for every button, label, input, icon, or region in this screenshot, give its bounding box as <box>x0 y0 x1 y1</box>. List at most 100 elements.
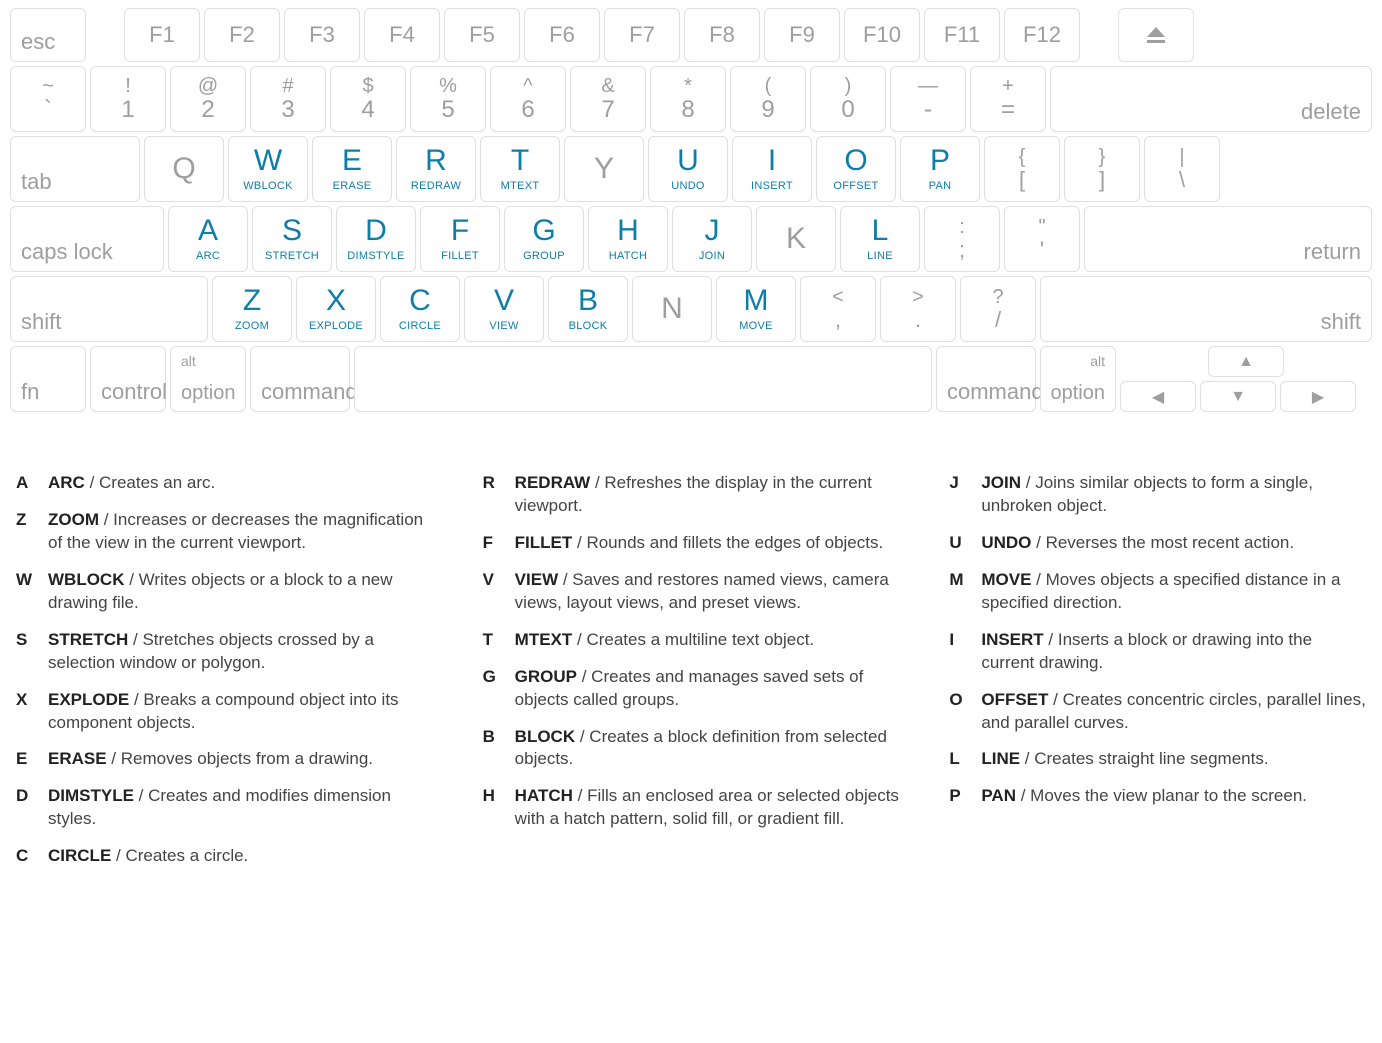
key-j: JJOIN <box>672 206 752 272</box>
key-c: CCIRCLE <box>380 276 460 342</box>
legend-column-3: JJOIN / Joins similar objects to form a … <box>949 472 1366 868</box>
key-2: @2 <box>170 66 246 132</box>
key-punct: |\ <box>1144 136 1220 202</box>
key-9: (9 <box>730 66 806 132</box>
legend-item-r: RREDRAW / Refreshes the display in the c… <box>483 472 900 518</box>
row-bottom: fn control alt option command command al… <box>10 346 1372 412</box>
legend-item-b: BBLOCK / Creates a block definition from… <box>483 726 900 772</box>
key-space <box>354 346 932 412</box>
legend-item-p: PPAN / Moves the view planar to the scre… <box>949 785 1366 808</box>
key-7: &7 <box>570 66 646 132</box>
key-f2: F2 <box>204 8 280 62</box>
key-f4: F4 <box>364 8 440 62</box>
key-capslock: caps lock <box>10 206 164 272</box>
key-t: TMTEXT <box>480 136 560 202</box>
key-command-left: command <box>250 346 350 412</box>
key-y: Y <box>564 136 644 202</box>
key-6: ^6 <box>490 66 566 132</box>
keyboard: esc F1F2F3F4F5F6F7F8F9F10F11F12 ~ ` !1@2… <box>10 8 1372 412</box>
key-f10: F10 <box>844 8 920 62</box>
legend-item-t: TMTEXT / Creates a multiline text object… <box>483 629 900 652</box>
legend-column-2: RREDRAW / Refreshes the display in the c… <box>483 472 900 868</box>
legend-item-j: JJOIN / Joins similar objects to form a … <box>949 472 1366 518</box>
key-5: %5 <box>410 66 486 132</box>
key-f5: F5 <box>444 8 520 62</box>
key-1: !1 <box>90 66 166 132</box>
row-z: shift ZZOOMXEXPLODECCIRCLEVVIEWBBLOCKNMM… <box>10 276 1372 342</box>
key-control: control <box>90 346 166 412</box>
key-shift-left: shift <box>10 276 208 342</box>
key-h: HHATCH <box>588 206 668 272</box>
key-punct: "' <box>1004 206 1080 272</box>
key-u: UUNDO <box>648 136 728 202</box>
legend-column-1: AARC / Creates an arc.ZZOOM / Increases … <box>16 472 433 868</box>
legend-item-s: SSTRETCH / Stretches objects crossed by … <box>16 629 433 675</box>
key-e: EERASE <box>312 136 392 202</box>
key-tab: tab <box>10 136 140 202</box>
legend-item-e: EERASE / Removes objects from a drawing. <box>16 748 433 771</box>
key-w: WWBLOCK <box>228 136 308 202</box>
key-f7: F7 <box>604 8 680 62</box>
key-esc: esc <box>10 8 86 62</box>
legend-item-d: DDIMSTYLE / Creates and modifies dimensi… <box>16 785 433 831</box>
key-a: AARC <box>168 206 248 272</box>
key-tilde: ~ ` <box>10 66 86 132</box>
legend-item-i: IINSERT / Inserts a block or drawing int… <box>949 629 1366 675</box>
key-b: BBLOCK <box>548 276 628 342</box>
legend-item-x: XEXPLODE / Breaks a compound object into… <box>16 689 433 735</box>
legend: AARC / Creates an arc.ZZOOM / Increases … <box>10 472 1372 868</box>
key-0: )0 <box>810 66 886 132</box>
legend-item-f: FFILLET / Rounds and fillets the edges o… <box>483 532 900 555</box>
legend-item-c: CCIRCLE / Creates a circle. <box>16 845 433 868</box>
eject-icon <box>1147 27 1165 37</box>
key-d: DDIMSTYLE <box>336 206 416 272</box>
legend-item-h: HHATCH / Fills an enclosed area or selec… <box>483 785 900 831</box>
key-v: VVIEW <box>464 276 544 342</box>
key-fn: fn <box>10 346 86 412</box>
key-p: PPAN <box>900 136 980 202</box>
key-s: SSTRETCH <box>252 206 332 272</box>
key-delete: delete <box>1050 66 1372 132</box>
key-command-right: command <box>936 346 1036 412</box>
key-4: $4 <box>330 66 406 132</box>
key-arrow-right: ▶ <box>1280 381 1356 412</box>
row-num: ~ ` !1@2#3$4%5^6&7*8(9)0—-+= delete <box>10 66 1372 132</box>
legend-item-m: MMOVE / Moves objects a specified distan… <box>949 569 1366 615</box>
row-a: caps lock AARCSSTRETCHDDIMSTYLEFFILLETGG… <box>10 206 1372 272</box>
legend-item-u: UUNDO / Reverses the most recent action. <box>949 532 1366 555</box>
key--: —- <box>890 66 966 132</box>
key-f: FFILLET <box>420 206 500 272</box>
row-q: tab QWWBLOCKEERASERREDRAWTMTEXTYUUNDOIIN… <box>10 136 1372 202</box>
key-option-right: alt option <box>1040 346 1116 412</box>
key-l: LLINE <box>840 206 920 272</box>
key-m: MMOVE <box>716 276 796 342</box>
row-fn: esc F1F2F3F4F5F6F7F8F9F10F11F12 <box>10 8 1372 62</box>
key-punct: }] <box>1064 136 1140 202</box>
key-f6: F6 <box>524 8 600 62</box>
legend-item-l: LLINE / Creates straight line segments. <box>949 748 1366 771</box>
key-punct: >. <box>880 276 956 342</box>
key-eject <box>1118 8 1194 62</box>
legend-item-v: VVIEW / Saves and restores named views, … <box>483 569 900 615</box>
legend-item-z: ZZOOM / Increases or decreases the magni… <box>16 509 433 555</box>
key-g: GGROUP <box>504 206 584 272</box>
legend-item-o: OOFFSET / Creates concentric circles, pa… <box>949 689 1366 735</box>
key-f1: F1 <box>124 8 200 62</box>
key-=: += <box>970 66 1046 132</box>
key-f11: F11 <box>924 8 1000 62</box>
key-o: OOFFSET <box>816 136 896 202</box>
key-q: Q <box>144 136 224 202</box>
key-f9: F9 <box>764 8 840 62</box>
key-z: ZZOOM <box>212 276 292 342</box>
key-arrow-up: ▲ <box>1208 346 1284 377</box>
key-f12: F12 <box>1004 8 1080 62</box>
key-n: N <box>632 276 712 342</box>
key-x: XEXPLODE <box>296 276 376 342</box>
key-punct: <, <box>800 276 876 342</box>
legend-item-w: WWBLOCK / Writes objects or a block to a… <box>16 569 433 615</box>
key-i: IINSERT <box>732 136 812 202</box>
key-return: return <box>1084 206 1372 272</box>
key-option-left: alt option <box>170 346 246 412</box>
key-r: RREDRAW <box>396 136 476 202</box>
key-punct: ?/ <box>960 276 1036 342</box>
